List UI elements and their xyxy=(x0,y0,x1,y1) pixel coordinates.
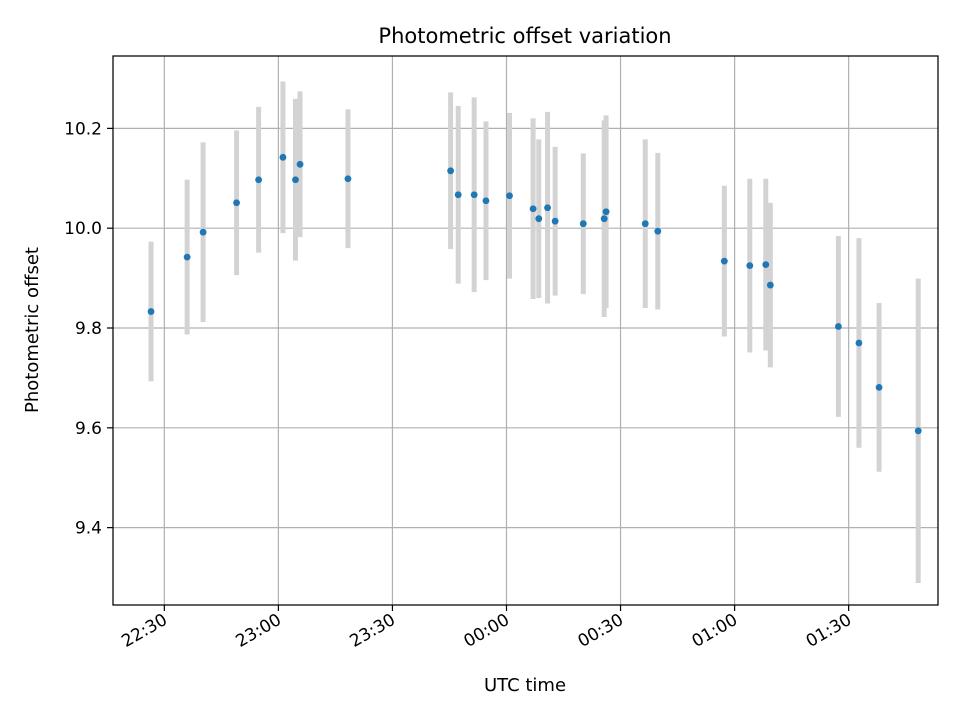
data-point xyxy=(544,204,551,212)
data-point xyxy=(746,262,754,270)
data-point xyxy=(600,215,608,223)
data-point xyxy=(292,176,299,184)
data-point xyxy=(766,281,774,289)
data-point xyxy=(551,217,559,225)
y-axis-ticks: 9.4 9.6 9.8 10.0 10.2 xyxy=(64,119,113,539)
x-axis-label: UTC time xyxy=(484,675,566,696)
data-point xyxy=(506,192,513,200)
y-tick-label: 10.2 xyxy=(64,119,102,139)
data-point xyxy=(296,160,304,168)
data-point xyxy=(720,257,728,265)
y-axis-label: Photometric offset xyxy=(22,247,43,413)
data-point xyxy=(470,191,478,199)
data-point xyxy=(199,228,207,236)
data-point xyxy=(255,176,263,184)
data-point xyxy=(529,205,537,213)
data-point xyxy=(834,323,842,330)
data-point xyxy=(344,175,352,183)
data-point xyxy=(147,308,155,315)
data-point xyxy=(579,220,587,228)
data-point xyxy=(279,153,287,161)
chart-title: Photometric offset variation xyxy=(378,24,671,48)
data-point xyxy=(602,208,610,216)
data-point xyxy=(641,220,649,228)
data-point xyxy=(914,427,922,435)
data-point xyxy=(482,197,490,205)
data-point xyxy=(447,167,455,175)
data-point xyxy=(875,383,883,391)
data-point xyxy=(535,215,543,223)
y-tick-label: 9.6 xyxy=(75,419,102,439)
data-point xyxy=(183,253,191,261)
y-tick-label: 10.0 xyxy=(64,219,102,239)
data-point xyxy=(454,191,462,199)
data-point xyxy=(762,261,770,269)
plot-frame xyxy=(112,55,939,606)
y-tick-label: 9.8 xyxy=(75,319,102,339)
data-points xyxy=(147,153,922,435)
y-tick-label: 9.4 xyxy=(75,519,102,539)
data-point xyxy=(855,339,863,347)
grid-lines xyxy=(113,56,938,605)
data-point xyxy=(654,227,662,235)
data-point xyxy=(233,199,240,207)
